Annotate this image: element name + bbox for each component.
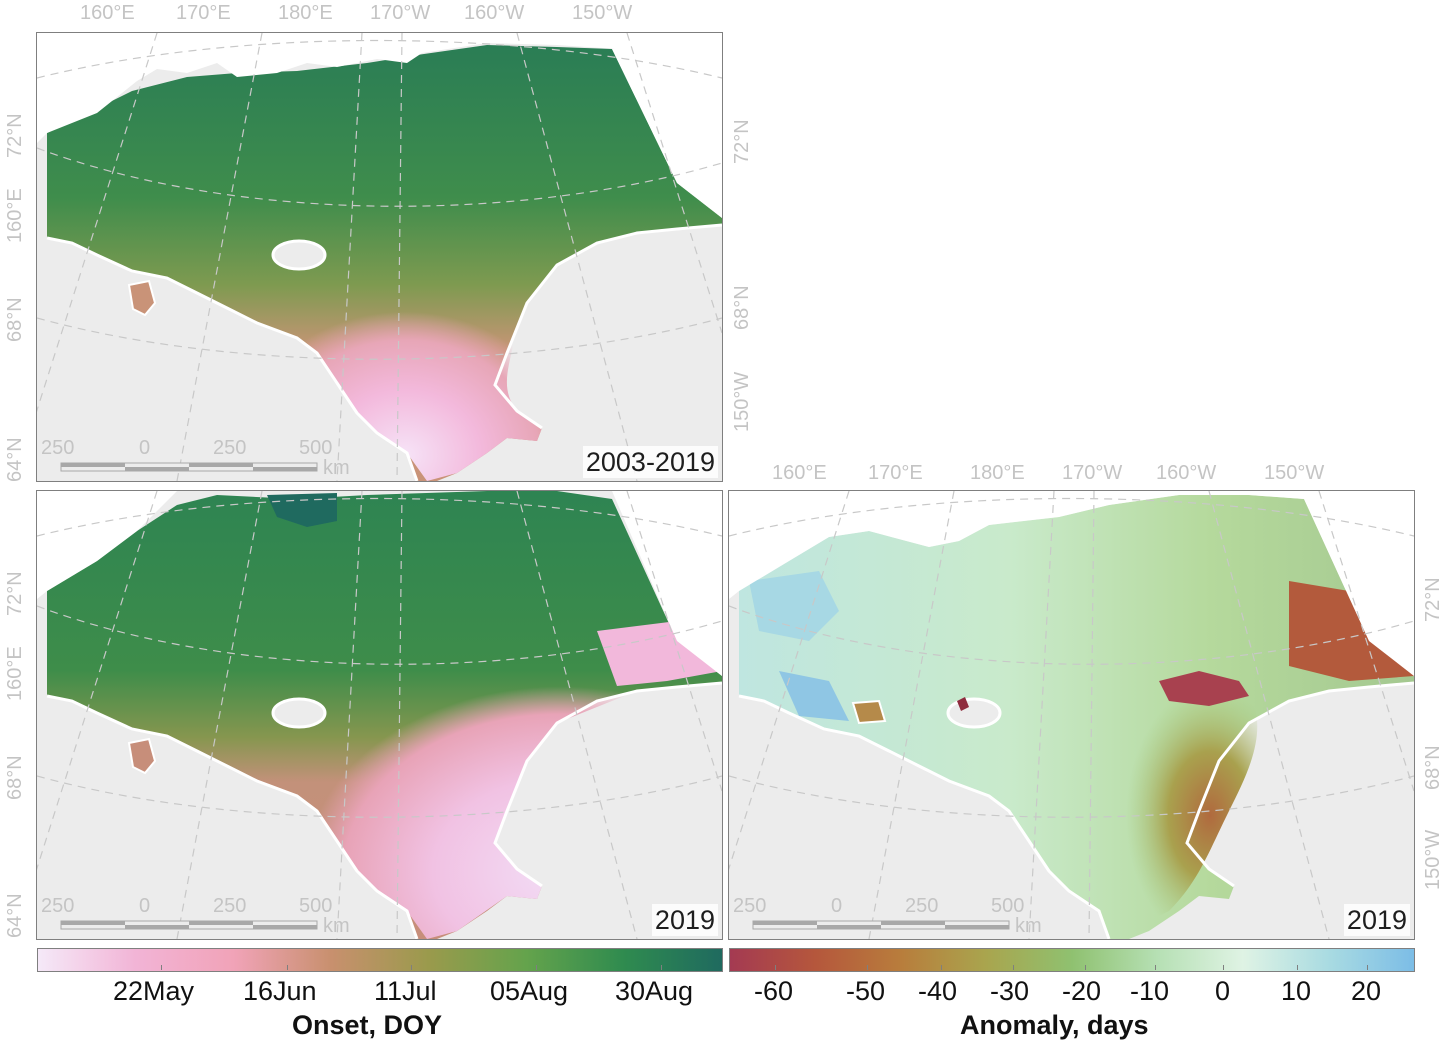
anomaly-label-neg40: -40 bbox=[918, 976, 958, 1006]
lon-label-160e: 160°E bbox=[772, 462, 827, 484]
lon-label-160e-left: 160°E bbox=[4, 646, 26, 701]
onset-tick-16jun bbox=[287, 965, 288, 970]
anomaly-label-neg50: -50 bbox=[846, 976, 886, 1006]
lon-label-180e: 180°E bbox=[278, 2, 333, 24]
lat-label-68n-left: 68°N bbox=[4, 755, 26, 800]
scale-bar-graphic bbox=[60, 462, 318, 472]
anomaly-colorbar bbox=[729, 948, 1415, 972]
onset-tick-22may bbox=[161, 965, 162, 970]
scale-label-250: 250 bbox=[213, 895, 247, 917]
map-panel-2019-anomaly: 250 0 250 500 km 2019 bbox=[728, 490, 1415, 940]
lat-label-72n-right: 72°N bbox=[1422, 577, 1444, 622]
scale-label-250-left: 250 bbox=[41, 895, 75, 917]
anomaly-tick-neg60 bbox=[775, 965, 776, 970]
panel-label-year: 2019 bbox=[651, 904, 718, 936]
scale-unit: km bbox=[323, 915, 350, 937]
anomaly-label-neg10: -10 bbox=[1130, 976, 1170, 1006]
lat-label-64n-left: 64°N bbox=[4, 893, 26, 938]
lon-label-170e: 170°E bbox=[868, 462, 923, 484]
lon-label-170e: 170°E bbox=[176, 2, 231, 24]
onset-map-2019 bbox=[37, 491, 722, 939]
lat-label-64n-left: 64°N bbox=[4, 437, 26, 482]
lon-label-170w: 170°W bbox=[1062, 462, 1123, 484]
scale-label-0: 0 bbox=[139, 895, 151, 917]
onset-map-mean bbox=[37, 33, 722, 481]
lat-label-68n-right: 68°N bbox=[1422, 745, 1444, 790]
lat-label-72n-left: 72°N bbox=[4, 113, 26, 158]
scale-label-0: 0 bbox=[831, 895, 843, 917]
scale-label-250: 250 bbox=[213, 437, 247, 459]
lon-label-160w: 160°W bbox=[464, 2, 525, 24]
onset-tick-11jul bbox=[411, 965, 412, 970]
onset-label-05aug: 05Aug bbox=[490, 976, 569, 1006]
lon-label-150w: 150°W bbox=[1264, 462, 1325, 484]
anomaly-label-0: 0 bbox=[1215, 976, 1231, 1006]
lon-label-150w-right: 150°W bbox=[731, 371, 753, 432]
onset-legend-title: Onset, DOY bbox=[292, 1010, 443, 1040]
scale-label-0: 0 bbox=[139, 437, 151, 459]
anomaly-legend-title: Anomaly, days bbox=[960, 1010, 1149, 1040]
lon-label-160e-left: 160°E bbox=[4, 188, 26, 243]
lat-label-72n-right: 72°N bbox=[731, 119, 753, 164]
anomaly-tick-20 bbox=[1367, 965, 1368, 970]
panel-label-year: 2019 bbox=[1343, 904, 1410, 936]
lat-label-68n-left: 68°N bbox=[4, 297, 26, 342]
scale-label-500: 500 bbox=[299, 437, 333, 459]
scale-label-250: 250 bbox=[905, 895, 939, 917]
onset-label-22may: 22May bbox=[113, 976, 195, 1006]
onset-label-11jul: 11Jul bbox=[374, 976, 437, 1006]
onset-colorbar bbox=[37, 948, 723, 972]
onset-label-16jun: 16Jun bbox=[243, 976, 317, 1006]
anomaly-tick-neg10 bbox=[1155, 965, 1156, 970]
map-panel-mean-onset: 250 0 250 500 km 2003-2019 bbox=[36, 32, 723, 482]
onset-tick-05aug bbox=[536, 965, 537, 970]
onset-label-30aug: 30Aug bbox=[615, 976, 694, 1006]
lon-label-170w: 170°W bbox=[370, 2, 431, 24]
lon-label-160w: 160°W bbox=[1156, 462, 1217, 484]
anomaly-label-10: 10 bbox=[1281, 976, 1312, 1006]
lon-label-180e: 180°E bbox=[970, 462, 1025, 484]
scale-label-250-left: 250 bbox=[733, 895, 767, 917]
scale-bar-graphic bbox=[752, 920, 1010, 930]
anomaly-tick-neg50 bbox=[867, 965, 868, 970]
anomaly-tick-neg40 bbox=[941, 965, 942, 970]
lat-label-72n-left: 72°N bbox=[4, 571, 26, 616]
lat-label-68n-right: 68°N bbox=[731, 285, 753, 330]
anomaly-tick-10 bbox=[1297, 965, 1298, 970]
anomaly-tick-neg30 bbox=[1013, 965, 1014, 970]
anomaly-label-neg30: -30 bbox=[990, 976, 1030, 1006]
scale-unit: km bbox=[1015, 915, 1042, 937]
anomaly-map-2019 bbox=[729, 491, 1414, 939]
scale-label-250-left: 250 bbox=[41, 437, 75, 459]
scale-bar-graphic bbox=[60, 920, 318, 930]
scale-label-500: 500 bbox=[299, 895, 333, 917]
scale-label-500: 500 bbox=[991, 895, 1025, 917]
anomaly-tick-neg20 bbox=[1085, 965, 1086, 970]
panel-label-period: 2003-2019 bbox=[582, 446, 718, 478]
anomaly-tick-0 bbox=[1223, 965, 1224, 970]
anomaly-label-20: 20 bbox=[1351, 976, 1382, 1006]
lon-label-150w-right: 150°W bbox=[1422, 829, 1444, 890]
map-panel-2019-onset: 250 0 250 500 km 2019 bbox=[36, 490, 723, 940]
anomaly-label-neg60: -60 bbox=[754, 976, 794, 1006]
scale-unit: km bbox=[323, 457, 350, 479]
onset-tick-30aug bbox=[661, 965, 662, 970]
lon-label-150w: 150°W bbox=[572, 2, 633, 24]
anomaly-label-neg20: -20 bbox=[1062, 976, 1102, 1006]
lon-label-160e: 160°E bbox=[80, 2, 135, 24]
